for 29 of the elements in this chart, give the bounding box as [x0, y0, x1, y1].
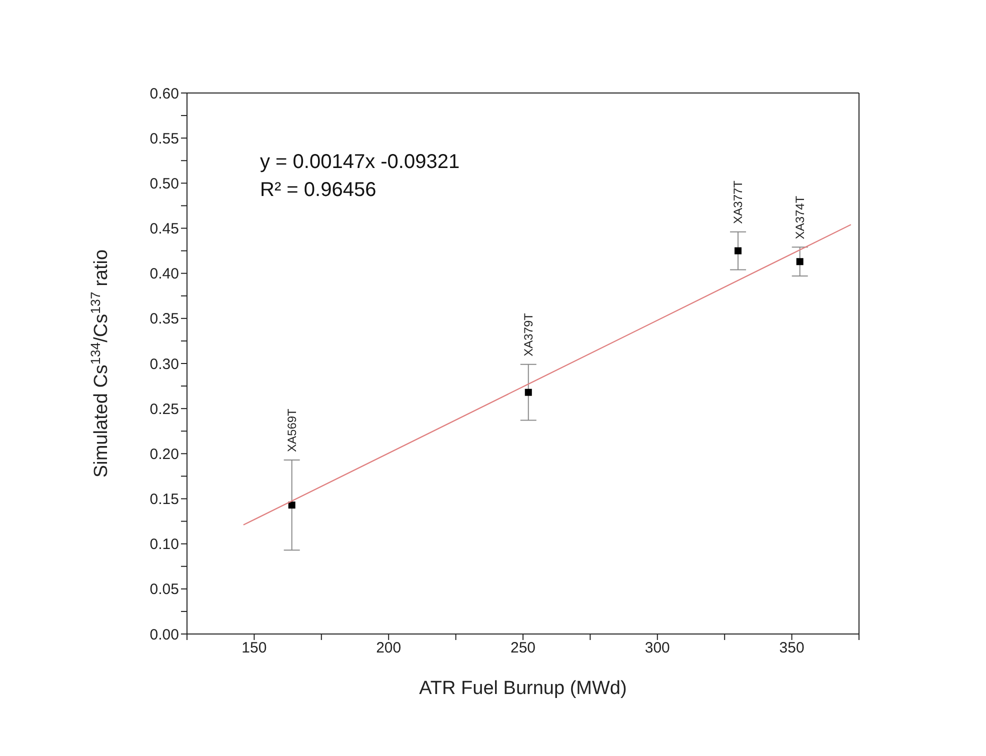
annotation: XA379T	[521, 312, 536, 356]
y-tick-label: 0.20	[150, 446, 179, 463]
point	[734, 247, 742, 254]
y-tick-label: 0.25	[150, 400, 179, 418]
y-tick-label: 0.50	[150, 175, 179, 192]
y-tick-label: 0.00	[150, 626, 179, 644]
y-tick-label: 0.55	[150, 130, 179, 148]
x-tick-label: 250	[510, 640, 536, 657]
annotation: y = 0.00147x -0.09321	[260, 150, 460, 175]
annotation: XA374T	[792, 195, 807, 240]
annotation: R² = 0.96456	[260, 178, 378, 203]
y-tick-label: 0.40	[150, 266, 179, 283]
annotation: XA569T	[284, 408, 299, 452]
point	[288, 502, 296, 509]
point	[796, 258, 804, 266]
y-tick-label: 0.35	[150, 310, 179, 328]
x-tick-label: 300	[644, 640, 670, 657]
x-tick-label: 350	[779, 640, 804, 657]
y-tick-label: 0.15	[150, 491, 179, 508]
annotation: XA377T	[731, 180, 746, 224]
x-tick-label: 200	[376, 640, 402, 657]
x-axis-title: ATR Fuel Burnup (MWd)	[419, 678, 627, 699]
y-tick-label: 0.30	[150, 356, 179, 373]
point	[524, 388, 532, 396]
y-tick-label: 0.45	[150, 220, 179, 238]
y-tick-label: 0.10	[150, 536, 179, 554]
y-tick-label: 0.05	[150, 581, 179, 598]
x-tick-label: 150	[242, 640, 267, 657]
y-tick-label: 0.60	[150, 85, 179, 102]
